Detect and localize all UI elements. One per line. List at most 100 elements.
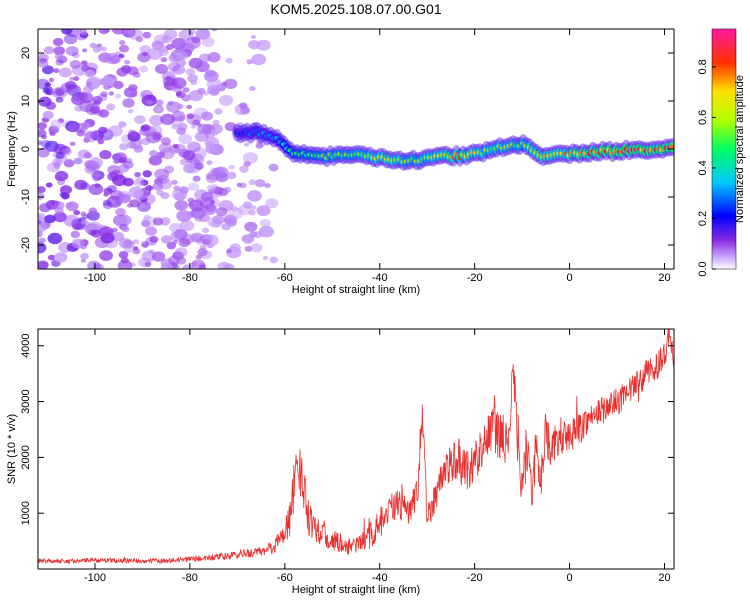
- heatmap-noise-cell: [171, 179, 178, 185]
- heatmap-noise-cell: [89, 42, 97, 48]
- heatmap-noise-cell: [72, 222, 82, 231]
- x-tick-label: -100: [84, 572, 106, 584]
- heatmap-noise-cell: [43, 46, 55, 55]
- heatmap-noise-cell: [167, 62, 181, 72]
- heatmap-noise-cell: [185, 68, 195, 76]
- heatmap-noise-cell: [191, 124, 197, 129]
- y-tick-label: 4000: [20, 333, 32, 357]
- heatmap-noise-cell: [250, 35, 257, 39]
- heatmap-noise-cell: [204, 203, 216, 213]
- heatmap-noise-cell: [58, 67, 72, 78]
- heatmap-noise-cell: [88, 157, 103, 169]
- heatmap-noise-cell: [179, 158, 189, 166]
- heatmap-noise-cell: [38, 242, 47, 254]
- heatmap-noise-cell: [73, 210, 81, 216]
- heatmap-noise-cell: [73, 157, 83, 165]
- heatmap-noise-cell: [226, 171, 237, 180]
- heatmap-noise-cell: [124, 59, 131, 65]
- heatmap-noise-cell: [52, 86, 68, 99]
- heatmap-noise-cell: [187, 182, 200, 191]
- heatmap-noise-cell: [102, 199, 112, 207]
- heatmap-noise-cell: [262, 255, 269, 261]
- heatmap-noise-cell: [124, 245, 134, 253]
- heatmap-noise-cell: [118, 157, 127, 164]
- heatmap-noise-cell: [248, 179, 257, 186]
- heatmap-noise-cell: [223, 186, 232, 193]
- heatmap-noise-cell: [201, 36, 215, 48]
- heatmap-noise-cell: [54, 201, 65, 210]
- heatmap-noise-cell: [53, 143, 67, 155]
- heatmap-noise-cell: [158, 142, 173, 154]
- heatmap-noise-cell: [38, 260, 49, 269]
- heatmap-noise-cell: [170, 230, 184, 242]
- heatmap-noise-cell: [142, 31, 152, 39]
- x-tick-label: -60: [277, 272, 293, 284]
- heatmap-noise-cell: [122, 98, 135, 108]
- heatmap-noise-cell: [119, 143, 129, 151]
- heatmap-noise-cell: [141, 94, 157, 107]
- heatmap-noise-cell: [223, 78, 238, 89]
- heatmap-noise-cell: [255, 142, 264, 149]
- heatmap-noise-cell: [128, 186, 144, 199]
- colorbar-tick-label: 0.8: [697, 59, 709, 74]
- heatmap-noise-cell: [130, 262, 136, 267]
- x-tick-label: -80: [182, 272, 198, 284]
- heatmap-noise-cell: [171, 123, 179, 130]
- y-tick-label: 2000: [20, 445, 32, 469]
- heatmap-noise-cell: [86, 210, 100, 221]
- heatmap-noise-cell: [149, 235, 159, 243]
- heatmap-noise-cell: [215, 207, 228, 217]
- heatmap-noise-cell: [256, 39, 271, 51]
- heatmap-noise-cell: [176, 92, 182, 97]
- heatmap-noise-cell: [152, 182, 164, 191]
- heatmap-noise-cell: [47, 232, 63, 245]
- heatmap-noise-cell: [144, 261, 152, 267]
- heatmap-noise-cell: [39, 203, 51, 213]
- heatmap-noise-cell: [98, 109, 110, 118]
- heatmap-noise-cell: [60, 185, 72, 195]
- heatmap-noise-cell: [153, 105, 164, 114]
- heatmap-noise-cell: [118, 44, 130, 53]
- heatmap-noise-cell: [123, 160, 134, 169]
- heatmap-noise-cell: [166, 241, 177, 250]
- heatmap-noise-cell: [74, 179, 88, 190]
- heatmap-noise-cell: [53, 68, 60, 73]
- heatmap-noise-cell: [111, 29, 126, 35]
- heatmap-noise-cell: [63, 33, 78, 45]
- heatmap-noise-cell: [202, 227, 209, 234]
- heatmap-noise-cell: [183, 163, 196, 174]
- heatmap-noise-cell: [38, 122, 47, 130]
- heatmap-noise-cell: [85, 131, 95, 139]
- heatmap-noise-cell: [38, 53, 49, 63]
- heatmap-noise-cell: [148, 249, 155, 254]
- heatmap-noise-cell: [79, 29, 87, 35]
- heatmap-noise-cell: [247, 190, 262, 202]
- heatmap-noise-cell: [45, 182, 53, 188]
- heatmap-noise-cell: [221, 81, 227, 86]
- heatmap-noise-cell: [230, 205, 238, 212]
- heatmap-noise-cell: [244, 245, 253, 252]
- heatmap-noise-cell: [168, 255, 180, 265]
- heatmap-noise-cell: [160, 137, 172, 146]
- heatmap-noise-cell: [163, 165, 175, 174]
- heatmap-noise-cell: [84, 69, 96, 78]
- heatmap-noise-cell: [98, 226, 114, 238]
- heatmap-noise-cell: [142, 243, 149, 249]
- heatmap-noise-cell: [116, 214, 132, 227]
- heatmap-noise-cell: [38, 186, 46, 194]
- heatmap-noise-cell: [268, 163, 279, 172]
- colorbar-frame: [711, 28, 737, 270]
- heatmap-noise-cell: [126, 66, 139, 76]
- spectrogram-marks: [38, 29, 674, 269]
- heatmap-noise-cell: [91, 172, 101, 180]
- heatmap-noise-cell: [243, 142, 250, 147]
- heatmap-noise-cell: [146, 99, 153, 105]
- heatmap-noise-cell: [203, 234, 219, 247]
- heatmap-noise-cell: [172, 64, 186, 75]
- heatmap-noise-cell: [38, 222, 47, 233]
- heatmap-noise-cell: [210, 128, 219, 136]
- heatmap-noise-cell: [69, 60, 82, 69]
- heatmap-noise-cell: [192, 175, 201, 182]
- heatmap-noise-cell: [48, 129, 57, 135]
